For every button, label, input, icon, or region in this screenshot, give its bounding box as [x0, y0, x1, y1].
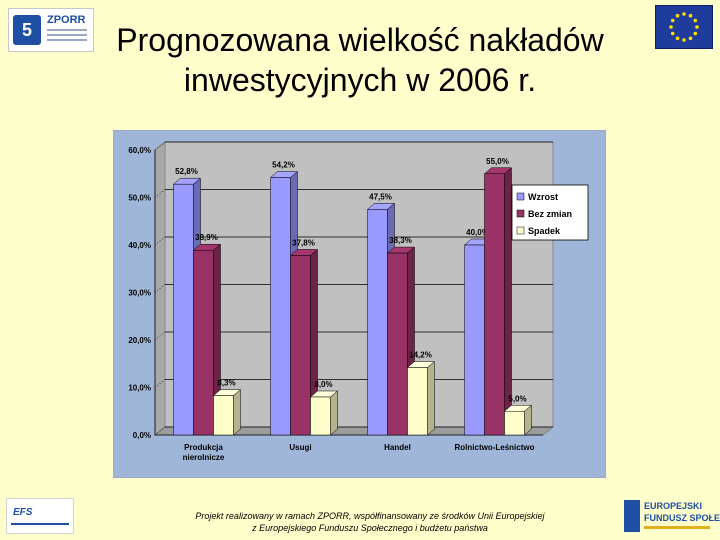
data-label: 47,5% [369, 192, 392, 201]
gridline-side [154, 236, 166, 246]
data-label: 54,2% [272, 161, 295, 170]
y-tick-label: 30,0% [128, 289, 151, 298]
eu-star [675, 36, 680, 41]
legend-label: Spadek [528, 226, 561, 236]
legend-swatch [516, 226, 525, 235]
legend [511, 184, 589, 241]
esf-logo-icon [624, 500, 640, 532]
data-label: 40,0% [466, 228, 489, 237]
eu-flag-icon [655, 5, 713, 49]
data-label: 14,2% [409, 351, 432, 360]
eu-star [693, 31, 698, 36]
gridline-side [154, 284, 166, 293]
y-tick-label: 40,0% [128, 241, 151, 250]
esf-logo-bar [644, 526, 710, 529]
gridline-side [154, 189, 166, 198]
legend-swatch [516, 192, 525, 201]
x-tick-label: Rolnictwo-Leśnictwo [455, 443, 535, 452]
bar [290, 255, 311, 436]
data-label: 55,0% [486, 157, 509, 166]
data-label: 5,0% [508, 394, 526, 403]
eu-star [688, 13, 693, 18]
chart-svg: 0,0% 10,0% 20,0% 30,0% 40,0% 50,0% 60,0% 52,8% 3… [112, 129, 607, 479]
european-social-fund-logo: EUROPEJSKI FUNDUSZ SPOŁECZNY [624, 498, 720, 536]
y-tick-label: 50,0% [128, 194, 151, 203]
x-tick-label: Handel [384, 443, 411, 452]
zporr-logo-icon: 5 [13, 15, 41, 45]
eu-star [688, 36, 693, 41]
bar [387, 252, 408, 436]
legend-swatch [516, 209, 525, 218]
eu-star [682, 12, 686, 16]
x-tick-label: Produkcja [184, 443, 223, 452]
bar [310, 396, 331, 436]
eu-star [693, 18, 698, 23]
bar [367, 209, 388, 436]
y-tick-label: 0,0% [133, 431, 151, 440]
x-tick-label: Usugi [289, 443, 311, 452]
data-label: 52,8% [175, 167, 198, 176]
y-tick-label: 20,0% [128, 336, 151, 345]
legend-label: Bez zmian [528, 209, 572, 219]
bar [193, 249, 214, 436]
title-line-1: Prognozowana wielkość nakładów [116, 22, 604, 58]
footer-note: Projekt realizowany w ramach ZPORR, wspó… [160, 510, 580, 534]
data-label: 38,9% [195, 233, 218, 242]
bar [504, 411, 525, 436]
bar [270, 177, 291, 436]
data-label: 8,0% [314, 380, 332, 389]
bar [407, 367, 428, 436]
eu-star [669, 25, 673, 29]
efs-logo-text: EFS [13, 507, 33, 518]
zporr-logo-lines [47, 29, 87, 44]
eu-star [670, 18, 675, 23]
bar [484, 173, 505, 436]
bar-chart: 0,0% 10,0% 20,0% 30,0% 40,0% 50,0% 60,0% 52,8% 3… [112, 129, 607, 479]
efs-logo-underline [11, 523, 69, 525]
esf-logo-line-1: EUROPEJSKI [644, 501, 703, 511]
gridline-side [154, 331, 166, 341]
bar-side [427, 361, 435, 436]
bar [213, 395, 234, 436]
zporr-logo: 5 ZPORR [8, 8, 94, 52]
esf-logo-line-2: FUNDUSZ SPOŁECZNY [644, 513, 720, 523]
data-label: 38,3% [389, 236, 412, 245]
footer-line-2: z Europejskiego Funduszu Społecznego i b… [252, 523, 488, 533]
eu-stars-icon [669, 12, 699, 42]
gridline-side [154, 379, 166, 388]
x-tick-label: nierolnicze [183, 453, 225, 462]
bar [464, 244, 485, 436]
eu-star [695, 25, 699, 29]
eu-star [670, 31, 675, 36]
eu-star [682, 38, 686, 42]
data-label: 8,3% [217, 379, 235, 388]
data-label: 37,8% [292, 238, 315, 247]
bar-side [330, 390, 338, 436]
footer-line-1: Projekt realizowany w ramach ZPORR, wspó… [195, 511, 545, 521]
bar [173, 183, 194, 436]
y-tick-label: 10,0% [128, 384, 151, 393]
page-title: Prognozowana wielkość nakładów inwestycy… [40, 20, 680, 100]
y-tick-label: 60,0% [128, 146, 151, 155]
gridline-side [154, 141, 166, 151]
zporr-logo-text: ZPORR [47, 14, 86, 26]
bar-side [233, 389, 241, 436]
efs-logo: EFS [6, 498, 74, 534]
legend-label: Wzrost [528, 192, 558, 202]
title-line-2: inwestycyjnych w 2006 r. [183, 62, 537, 98]
eu-star [675, 13, 680, 18]
gridline-side [154, 426, 166, 436]
